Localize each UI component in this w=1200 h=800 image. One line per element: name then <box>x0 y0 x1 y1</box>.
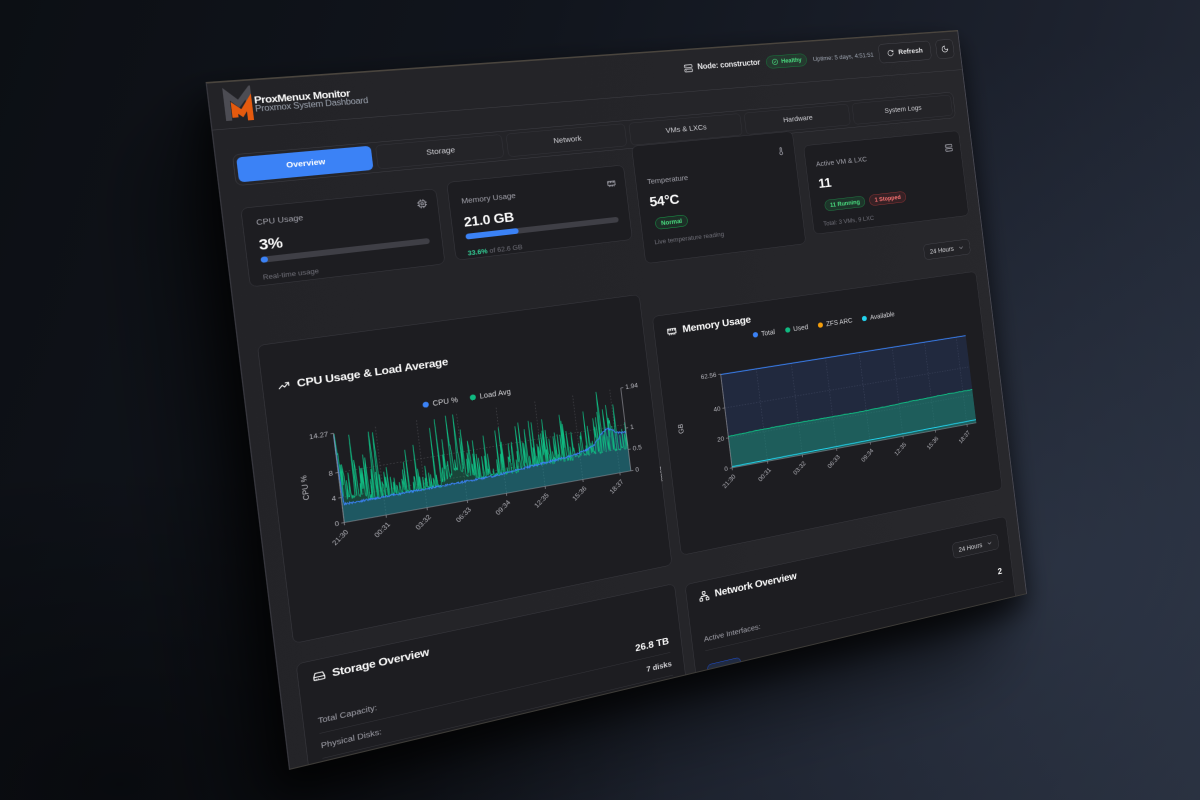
svg-text:15:36: 15:36 <box>571 485 588 503</box>
svg-text:0: 0 <box>334 519 339 528</box>
svg-text:15:36: 15:36 <box>925 435 939 451</box>
svg-text:40: 40 <box>713 405 721 413</box>
svg-text:0: 0 <box>724 465 728 473</box>
svg-text:00:31: 00:31 <box>757 466 773 483</box>
svg-text:Load: Load <box>658 465 668 482</box>
svg-text:18:37: 18:37 <box>608 478 625 495</box>
svg-text:12:35: 12:35 <box>893 441 908 457</box>
svg-text:12:35: 12:35 <box>533 492 551 510</box>
svg-text:09:34: 09:34 <box>860 447 875 464</box>
svg-text:00:31: 00:31 <box>373 521 392 540</box>
svg-text:06:33: 06:33 <box>454 506 473 524</box>
svg-text:20: 20 <box>717 435 725 444</box>
svg-text:09:34: 09:34 <box>494 498 513 516</box>
svg-text:1: 1 <box>630 423 635 431</box>
svg-text:0.5: 0.5 <box>632 443 642 452</box>
svg-text:CPU %: CPU % <box>298 474 311 501</box>
svg-text:06:33: 06:33 <box>826 453 841 469</box>
svg-text:0: 0 <box>635 466 640 474</box>
svg-text:21:30: 21:30 <box>721 473 737 490</box>
svg-text:18:37: 18:37 <box>957 429 971 445</box>
svg-text:62.56: 62.56 <box>700 371 716 381</box>
svg-text:14.27: 14.27 <box>309 430 329 441</box>
svg-text:4: 4 <box>331 494 337 503</box>
svg-text:8: 8 <box>328 469 333 478</box>
svg-text:21:30: 21:30 <box>330 528 350 547</box>
svg-text:GB: GB <box>676 423 685 435</box>
svg-text:1.94: 1.94 <box>625 381 639 391</box>
svg-text:03:32: 03:32 <box>792 460 807 477</box>
svg-text:03:32: 03:32 <box>414 513 433 531</box>
